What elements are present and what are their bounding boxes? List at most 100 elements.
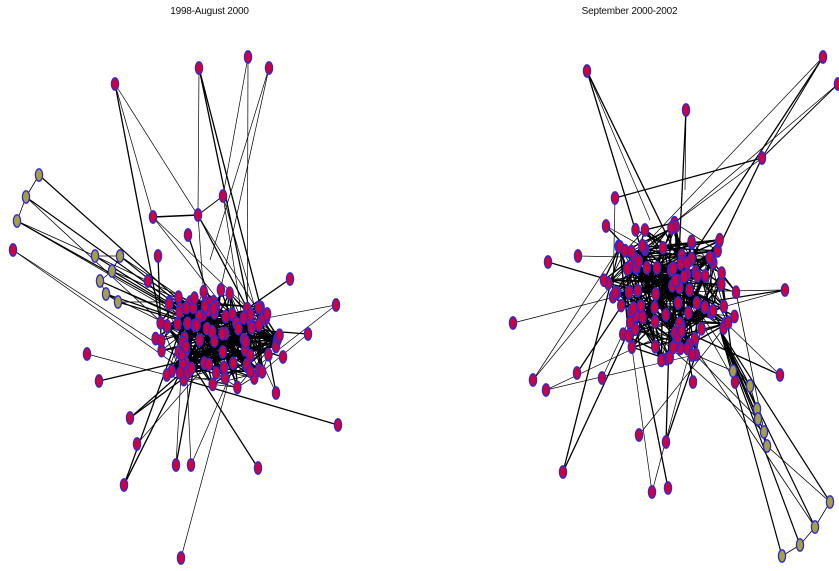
- network-edge: [635, 266, 655, 308]
- network-edge: [209, 67, 270, 261]
- network-edge: [719, 289, 786, 301]
- network-node: [132, 437, 142, 451]
- network-edge: [586, 70, 651, 221]
- network-node: [693, 268, 702, 283]
- network-edge: [671, 56, 824, 287]
- network-node: [234, 321, 243, 336]
- network-node: [195, 333, 204, 347]
- network-node: [622, 262, 632, 276]
- network-node: [673, 296, 683, 310]
- network-edge: [98, 351, 223, 382]
- network-node-group: [795, 538, 805, 552]
- network-node-group: [34, 168, 44, 182]
- network-graph-left: [8, 50, 343, 565]
- network-node: [631, 222, 640, 237]
- network-edge: [123, 372, 181, 486]
- network-node: [642, 260, 652, 275]
- network-node: [708, 303, 718, 318]
- network-edge: [562, 315, 637, 473]
- network-node: [687, 348, 697, 362]
- network-node: [663, 481, 673, 495]
- network-edge: [761, 83, 839, 159]
- network-node: [254, 318, 264, 332]
- network-node-group: [90, 249, 100, 263]
- network-node: [221, 309, 230, 324]
- network-edge: [246, 278, 291, 310]
- network-node: [271, 386, 281, 400]
- network-node: [650, 300, 659, 315]
- network-node: [757, 151, 767, 165]
- network-node: [183, 316, 192, 331]
- nodes: [508, 50, 839, 563]
- network-node: [254, 300, 264, 315]
- network-node: [528, 373, 538, 387]
- network-node-group: [115, 249, 125, 263]
- network-node: [685, 283, 694, 297]
- network-edge: [191, 364, 248, 369]
- network-node: [199, 284, 208, 299]
- network-node: [207, 324, 217, 339]
- network-edge: [665, 354, 697, 443]
- network-node: [599, 273, 609, 288]
- network-node: [723, 316, 733, 330]
- network-node-group: [107, 264, 117, 278]
- network-edge: [766, 445, 831, 503]
- network-node: [119, 478, 129, 492]
- network-node: [278, 350, 288, 364]
- network-edge: [586, 70, 682, 265]
- network-node: [650, 339, 660, 354]
- network-node: [331, 298, 341, 312]
- network-node: [668, 340, 678, 355]
- network-node: [633, 283, 642, 298]
- network-node: [218, 189, 228, 203]
- network-node: [233, 380, 242, 395]
- network-edge: [695, 302, 698, 355]
- network-edge: [183, 378, 339, 426]
- network-node-group: [21, 190, 31, 204]
- network-edge: [16, 220, 96, 257]
- network-node: [634, 254, 643, 269]
- network-edge: [198, 67, 262, 308]
- network-node: [625, 315, 635, 330]
- network-edge: [674, 157, 763, 223]
- nodes: [8, 50, 343, 565]
- network-node: [241, 334, 251, 349]
- network-edge: [674, 83, 839, 223]
- network-node: [670, 273, 680, 288]
- network-node: [208, 377, 217, 392]
- network-edge: [197, 214, 252, 315]
- network-edge: [175, 306, 206, 466]
- network-edge: [761, 56, 824, 159]
- network-node: [638, 310, 647, 325]
- network-edge: [628, 310, 714, 337]
- network-node: [148, 210, 158, 224]
- network-edge: [197, 195, 224, 216]
- network-node: [333, 418, 343, 432]
- network-node: [681, 103, 691, 117]
- network-node: [601, 219, 611, 233]
- network-node-group: [728, 364, 738, 378]
- network-node: [209, 301, 219, 316]
- network-node: [82, 347, 92, 361]
- network-edge: [684, 109, 687, 191]
- network-node: [200, 299, 210, 314]
- network-node: [253, 461, 263, 475]
- network-edge: [152, 214, 199, 218]
- network-edge: [677, 280, 736, 383]
- network-node: [684, 306, 693, 320]
- network-node: [573, 249, 583, 263]
- network-node: [171, 458, 181, 472]
- network-node: [243, 50, 253, 64]
- network-node: [682, 256, 692, 270]
- network-edge: [512, 275, 698, 324]
- network-node: [164, 297, 174, 311]
- network-node: [634, 428, 644, 442]
- network-node-group: [825, 495, 835, 509]
- network-node: [610, 191, 620, 205]
- network-node: [597, 371, 607, 385]
- network-node: [627, 244, 636, 259]
- network-node: [187, 361, 196, 376]
- network-node: [262, 307, 272, 321]
- network-node: [833, 77, 839, 91]
- network-edge: [630, 311, 765, 433]
